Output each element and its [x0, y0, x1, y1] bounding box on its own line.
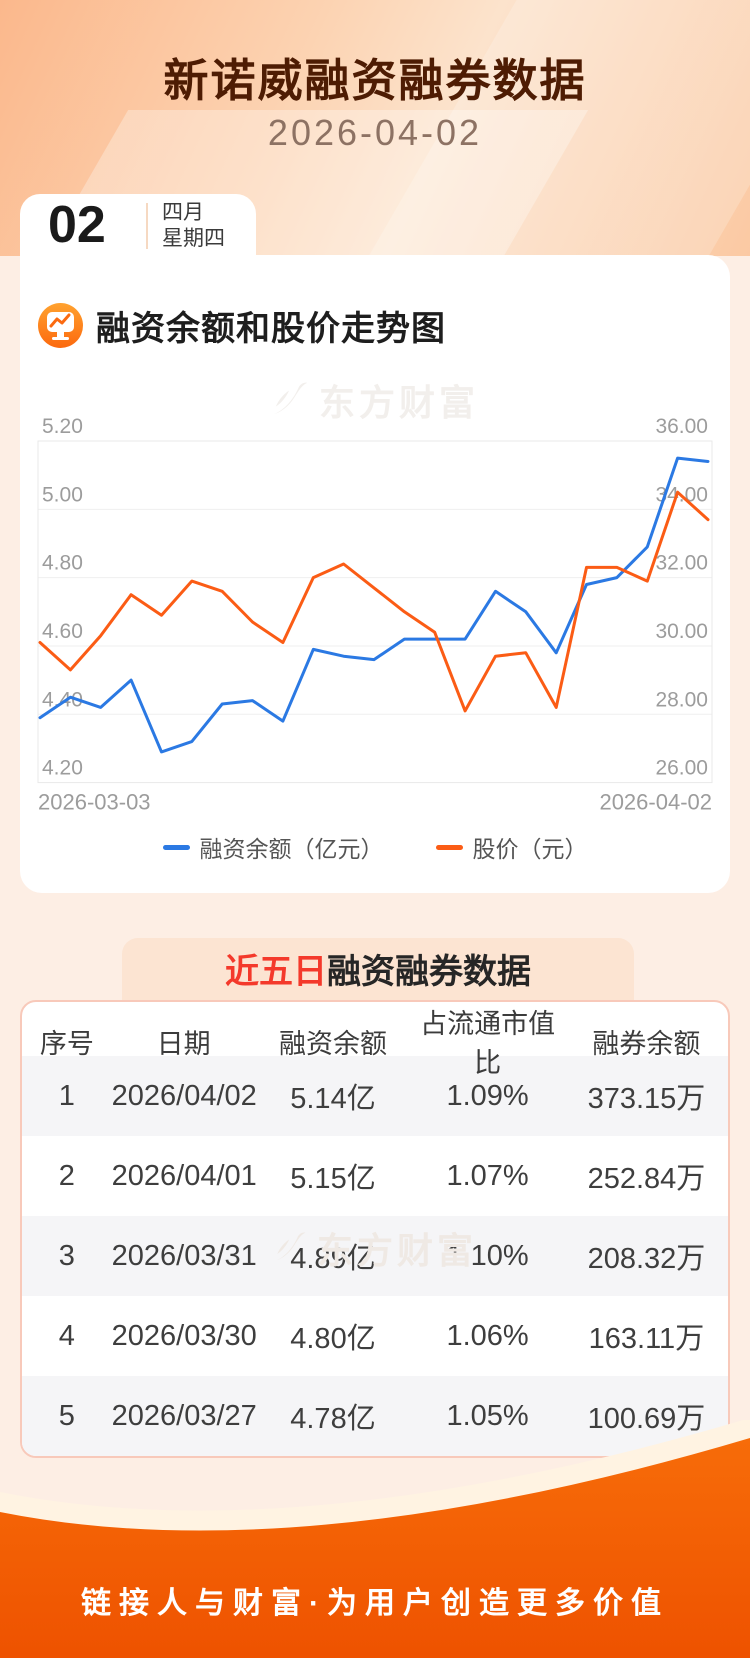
date-badge-month-weekday: 四月 星期四 [162, 200, 225, 252]
table-cell: 4.80亿 [290, 1323, 376, 1355]
table-cell: 2026/03/31 [111, 1239, 257, 1272]
table-body: 1 2026/04/02 5.14亿 1.09% 373.15万 2 2026/04/01 5… [22, 1056, 728, 1456]
table-title-highlight: 近五日 [225, 953, 327, 991]
table-header-row: 序号 日期 融资余额 占流通市值比 融券余额 [22, 1002, 728, 1078]
table-cell: 4 [58, 1319, 75, 1352]
x-axis-end-label: 2026-04-02 [599, 790, 712, 815]
table-cell: 100.69万 [587, 1403, 706, 1435]
watermark-text: 东方财富 [316, 1230, 477, 1271]
series-line-margin-balance [38, 456, 710, 754]
chart-card [20, 255, 730, 893]
table-cell: 208.32万 [587, 1243, 706, 1275]
date-badge-month: 四月 [162, 201, 204, 224]
legend-item-stock-price: 股价（元） [435, 830, 588, 864]
watermark-text: 东方财富 [318, 382, 479, 423]
axis-tick-label: 4.80 [42, 552, 83, 575]
table-cell: 252.84万 [587, 1163, 706, 1195]
table-cell: 5.14亿 [290, 1083, 376, 1115]
series-line-stock-price [38, 490, 710, 713]
date-badge-day: 02 [48, 196, 106, 254]
eastmoney-swoosh-icon [275, 1232, 306, 1261]
table-cell: 1.09% [446, 1079, 529, 1112]
watermark-table: 东方财富 [0, 1222, 750, 1274]
column-header: 日期 [156, 1028, 211, 1059]
column-header: 融券余额 [592, 1028, 701, 1059]
table-cell: 3 [58, 1239, 75, 1272]
chart-section-header: 融资余额和股价走势图 [38, 302, 446, 348]
date-badge-weekday: 星期四 [162, 227, 225, 250]
table-row: 3 2026/03/31 4.89亿 1.10% 208.32万 [22, 1216, 728, 1296]
axis-tick-label: 4.40 [42, 688, 83, 711]
table-row: 2 2026/04/01 5.15亿 1.07% 252.84万 [22, 1136, 728, 1216]
axis-tick-label: 32.00 [655, 552, 708, 575]
table-cell: 373.15万 [587, 1083, 706, 1115]
axis-tick-label: 36.00 [655, 415, 708, 438]
date-badge-divider [146, 203, 148, 249]
table-cell: 2 [58, 1159, 75, 1192]
legend-marker-orange [435, 844, 463, 850]
margin-data-table: 序号 日期 融资余额 占流通市值比 融券余额 1 2026/04/02 5.14亿 1.09%… [20, 1000, 730, 1458]
table-title-rest: 融资融券数据 [327, 953, 531, 991]
axis-tick-label: 28.00 [655, 688, 708, 711]
axis-tick-label: 26.00 [655, 757, 708, 780]
axis-tick-label: 30.00 [655, 620, 708, 643]
date-badge: 02 四月 星期四 [20, 194, 256, 256]
trend-monitor-icon [38, 302, 83, 348]
table-cell: 2026/04/02 [111, 1079, 257, 1112]
table-cell: 4.78亿 [290, 1403, 376, 1435]
table-cell: 2026/03/30 [111, 1319, 257, 1352]
table-row: 4 2026/03/30 4.80亿 1.06% 163.11万 [22, 1296, 728, 1376]
table-cell: 5.15亿 [290, 1163, 376, 1195]
wave-orange [0, 1438, 750, 1658]
page-title: 新诺威融资融券数据 [163, 55, 587, 106]
legend-marker-blue [162, 844, 190, 850]
axis-tick-label: 4.60 [42, 620, 83, 643]
table-title-banner: 近五日融资融券数据 [122, 938, 634, 1004]
axis-tick-label: 4.20 [42, 757, 83, 780]
table-cell: 163.11万 [588, 1323, 705, 1355]
trend-chart: 5.205.004.804.604.404.2036.0034.0032.003… [37, 415, 713, 815]
x-axis-start-label: 2026-03-03 [38, 790, 151, 815]
table-cell: 1.05% [446, 1399, 529, 1432]
column-header: 占流通市值比 [420, 1009, 556, 1078]
table-cell: 1 [58, 1079, 75, 1112]
column-header: 融资余额 [278, 1028, 387, 1059]
table-cell: 1.10% [446, 1239, 529, 1272]
eastmoney-swoosh-icon [273, 382, 308, 415]
table-cell: 1.07% [446, 1159, 529, 1192]
table-cell: 4.89亿 [290, 1243, 376, 1275]
table-cell: 2026/04/01 [111, 1159, 257, 1192]
chart-legend: 融资余额（亿元） 股价（元） [0, 830, 750, 864]
table-cell: 5 [58, 1399, 75, 1432]
column-header: 序号 [39, 1028, 94, 1059]
footer-slogan: 链接人与财富·为用户创造更多价值 [81, 1587, 669, 1620]
legend-label: 股价（元） [472, 836, 588, 862]
legend-label: 融资余额（亿元） [199, 836, 384, 862]
table-row: 1 2026/04/02 5.14亿 1.09% 373.15万 [22, 1056, 728, 1136]
table-row: 5 2026/03/27 4.78亿 1.05% 100.69万 [22, 1376, 728, 1456]
table-cell: 2026/03/27 [111, 1399, 257, 1432]
axis-tick-label: 5.20 [42, 415, 83, 438]
chart-section-title: 融资余额和股价走势图 [96, 309, 446, 348]
axis-tick-label: 5.00 [42, 483, 83, 506]
footer-wave [0, 1420, 750, 1658]
plot-border [37, 440, 713, 784]
page-date: 2026-04-02 [267, 112, 483, 153]
table-cell: 1.06% [446, 1319, 529, 1352]
watermark-chart: 东方财富 [0, 374, 750, 426]
legend-item-margin-balance: 融资余额（亿元） [162, 830, 384, 864]
